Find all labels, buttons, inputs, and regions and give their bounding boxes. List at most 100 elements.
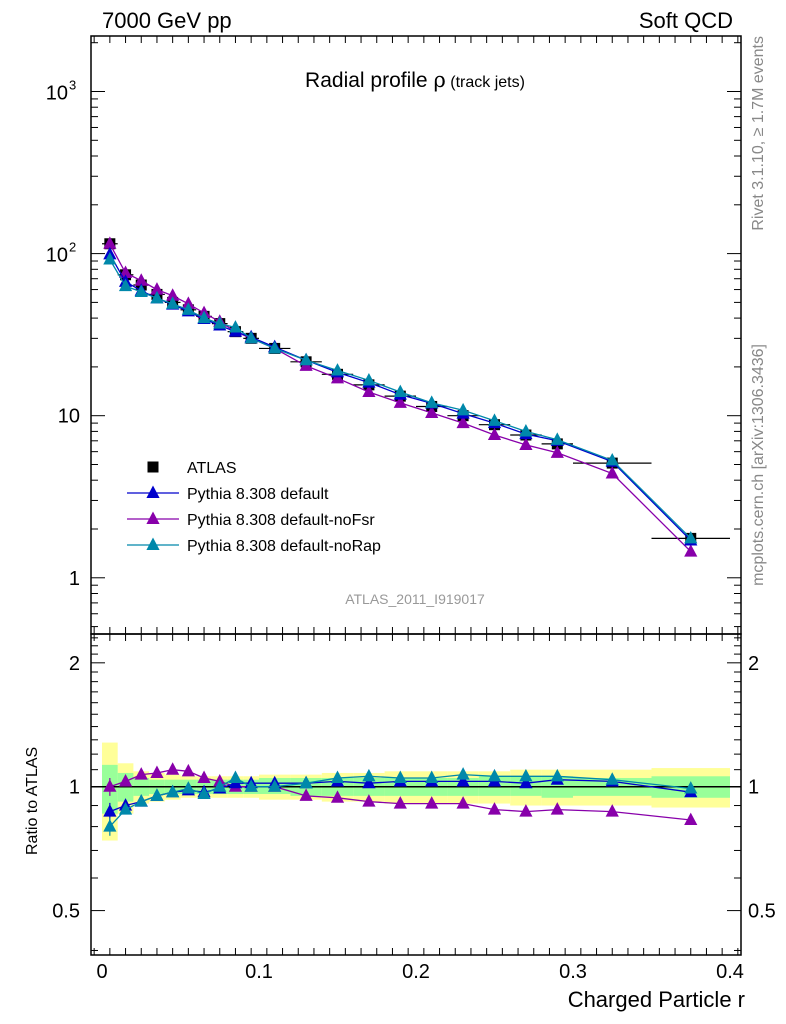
ratio-point-3-13 (362, 768, 376, 782)
legend-marker-3 (146, 537, 160, 551)
ratio-y-tick-label-right-1: 1 (748, 777, 759, 799)
mc-point-3-16 (456, 402, 470, 416)
legend-label-default: Pythia 8.308 default (187, 486, 329, 503)
ratio-point-2-18 (519, 804, 533, 817)
ratio-point-3-18 (519, 768, 533, 782)
legend-label-atlas: ATLAS (187, 460, 237, 477)
title-main: Radial profile (305, 69, 433, 92)
ratio-point-3-5 (181, 781, 195, 794)
header-right: Soft QCD (639, 8, 733, 33)
mc-point-3-3 (150, 290, 164, 304)
mc-point-2-20 (605, 466, 619, 479)
mc-point-3-18 (519, 423, 533, 437)
mc-point-2-15 (425, 405, 439, 418)
ratio-point-3-9 (244, 779, 258, 792)
ratio-point-2-17 (487, 802, 502, 815)
mc-point-3-12 (330, 363, 345, 376)
mc-point-3-1 (118, 278, 133, 292)
ratio-point-3-10 (268, 779, 282, 792)
ratio-point-2-5 (181, 763, 195, 777)
legend: ATLAS Pythia 8.308 default Pythia 8.308 … (127, 460, 381, 555)
ratio-frame (90, 633, 742, 956)
legend-marker-atlas (147, 461, 159, 473)
ratio-point-2-19 (550, 802, 564, 815)
ratio-line-3 (109, 773, 691, 828)
legend-marker-1 (146, 485, 160, 499)
y-tick-label-100-base: 10 (46, 245, 68, 267)
ratio-line-2 (109, 769, 691, 821)
mc-point-3-0 (103, 252, 117, 265)
mc-point-3-19 (550, 432, 564, 445)
ratio-y-tick-label-right-2: 2 (748, 653, 759, 675)
mc-point-3-9 (244, 330, 258, 344)
ratio-point-3-21 (684, 781, 698, 794)
ratio-point-2-12 (330, 790, 345, 803)
ratio-y-tick-label-right-0: 0.5 (748, 901, 776, 923)
mc-point-3-14 (393, 384, 407, 398)
mc-point-3-20 (605, 452, 619, 466)
x-tick-label-4: 0.4 (716, 961, 744, 983)
series-line-3 (109, 259, 692, 539)
mc-point-3-6 (197, 310, 211, 324)
ratio-point-3-20 (605, 772, 619, 785)
plot-title: Radial profile ρ (track jets) (305, 68, 525, 92)
ratio-point-2-6 (197, 770, 211, 784)
y-tick-label-1000-exp: 3 (69, 78, 76, 93)
ratio-point-3-3 (150, 788, 164, 801)
mc-point-3-21 (684, 530, 698, 544)
mc-point-3-10 (268, 340, 282, 354)
mc-point-2-18 (519, 437, 533, 450)
ratio-point-3-7 (213, 779, 227, 792)
mc-point-2-21 (684, 544, 698, 557)
header-left: 7000 GeV pp (102, 8, 232, 33)
legend-marker-2 (146, 511, 160, 525)
ratio-panel: 0 0.1 0.2 0.3 0.4 0.5 0.5 1 1 2 2 (52, 633, 776, 983)
analysis-id: ATLAS_2011_I919017 (345, 591, 485, 607)
mc-point-3-8 (228, 320, 243, 333)
mc-point-3-2 (134, 284, 148, 297)
mcplots-label: mcplots.cern.ch [arXiv:1306.3436] (750, 344, 767, 586)
legend-label-norap: Pythia 8.308 default-noRap (187, 538, 381, 555)
mc-point-2-14 (393, 395, 407, 408)
x-tick-label-0: 0 (96, 961, 107, 983)
mc-point-2-16 (456, 415, 470, 429)
mc-point-2-4 (166, 288, 180, 301)
ratio-point-2-14 (393, 796, 407, 809)
legend-label-nofsr: Pythia 8.308 default-noFsr (187, 512, 375, 529)
y-tick-label-10: 10 (58, 406, 80, 428)
title-symbol: ρ (433, 68, 445, 92)
ratio-point-2-13 (362, 794, 376, 807)
ratio-point-3-16 (456, 767, 470, 780)
ratio-y-tick-label-left-2: 2 (69, 653, 80, 675)
ratio-point-2-21 (684, 812, 698, 826)
ratio-point-2-15 (425, 796, 439, 809)
ratio-point-2-20 (605, 804, 619, 817)
ratio-point-3-11 (299, 775, 313, 789)
ratio-point-3-2 (134, 794, 148, 807)
ratio-point-1-0 (103, 804, 117, 817)
ratio-y-axis-label: Ratio to ATLAS (24, 747, 41, 855)
mc-point-3-13 (362, 373, 376, 386)
x-axis-label: Charged Particle r (568, 987, 745, 1012)
ratio-point-2-4 (166, 762, 180, 775)
ratio-point-3-15 (425, 770, 439, 784)
ratio-point-2-1 (118, 773, 133, 787)
ratio-point-1-18 (519, 775, 533, 789)
mc-point-3-11 (299, 352, 313, 366)
ratio-point-2-0 (103, 779, 117, 792)
mc-point-3-15 (425, 395, 439, 408)
ratio-y-tick-label-left-0: 0.5 (52, 901, 80, 923)
x-tick-label-2: 0.2 (402, 961, 430, 983)
ratio-point-3-12 (330, 770, 345, 784)
mc-point-2-3 (150, 282, 164, 295)
ratio-point-2-3 (150, 765, 164, 778)
mc-point-3-4 (166, 296, 180, 309)
mc-point-2-19 (550, 445, 564, 458)
series-line-2 (109, 243, 692, 553)
ratio-point-2-11 (299, 788, 313, 801)
mc-point-2-13 (362, 384, 376, 398)
ratio-point-3-4 (166, 784, 180, 798)
mc-point-2-0 (103, 236, 117, 249)
